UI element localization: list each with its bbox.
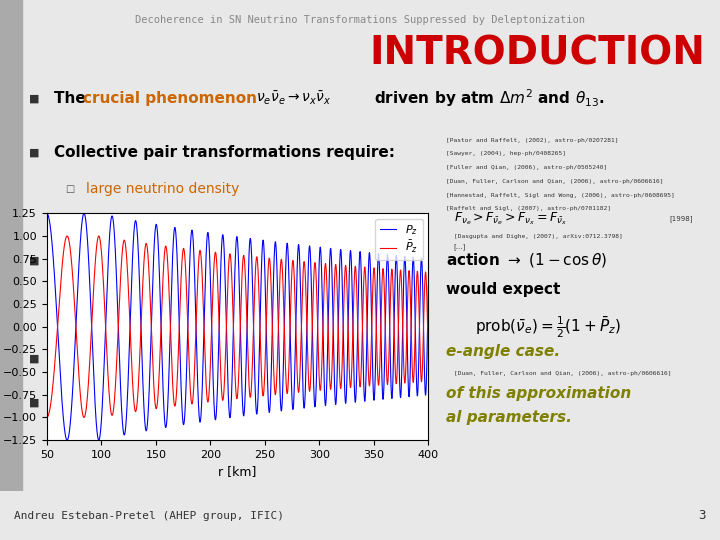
Text: large neutrino density: large neutrino density bbox=[86, 182, 240, 196]
$P_z$ bbox=[205, 258, 214, 264]
Text: ■: ■ bbox=[29, 354, 40, 364]
$\bar{P}_z$ bbox=[417, 375, 426, 382]
Text: INTRODUCTION: INTRODUCTION bbox=[370, 35, 706, 72]
Text: al parameters.: al parameters. bbox=[446, 410, 572, 425]
$\bar{P}_z$ bbox=[42, 414, 51, 421]
Text: [Sawyer, (2004), hep-ph/0408265]: [Sawyer, (2004), hep-ph/0408265] bbox=[446, 151, 567, 157]
$\bar{P}_z$ bbox=[205, 376, 214, 383]
Text: $\mathrm{prob}(\bar{\nu}_e) = \frac{1}{2}(1 + \bar{P}_z)$: $\mathrm{prob}(\bar{\nu}_e) = \frac{1}{2… bbox=[475, 314, 621, 340]
Text: [Duan, Fuller, Carlson and Qian, (2006), astro-ph/0606616]: [Duan, Fuller, Carlson and Qian, (2006),… bbox=[446, 179, 664, 184]
Text: Collective pair transformations require:: Collective pair transformations require: bbox=[54, 145, 395, 160]
Text: □: □ bbox=[65, 184, 74, 194]
$\bar{P}_z$ bbox=[86, 346, 95, 352]
Text: [1998]: [1998] bbox=[670, 215, 693, 222]
Text: ■: ■ bbox=[29, 93, 40, 103]
$\bar{P}_z$ bbox=[63, 233, 71, 239]
Text: $F_{\nu_e} > F_{\bar{\nu}_e} > F_{\nu_x} = F_{\bar{\nu}_x}$: $F_{\nu_e} > F_{\bar{\nu}_e} > F_{\nu_x}… bbox=[454, 211, 567, 227]
$P_z$ bbox=[417, 259, 426, 265]
Text: e-angle case.: e-angle case. bbox=[446, 344, 561, 359]
$P_z$ bbox=[42, 210, 51, 217]
Text: 3: 3 bbox=[698, 509, 706, 522]
$P_z$ bbox=[109, 217, 117, 223]
$\bar{P}_z$ bbox=[424, 356, 433, 362]
Line: $P_z$: $P_z$ bbox=[47, 213, 428, 440]
Text: ■: ■ bbox=[29, 147, 40, 157]
$\bar{P}_z$ bbox=[376, 357, 384, 364]
Text: [Fuller and Qian, (2006), astro-ph/0505240]: [Fuller and Qian, (2006), astro-ph/05052… bbox=[446, 165, 608, 170]
Text: driven by atm $\Delta m^2$ and $\theta_{13}$.: driven by atm $\Delta m^2$ and $\theta_{… bbox=[374, 87, 605, 109]
$\bar{P}_z$ bbox=[189, 392, 197, 398]
$P_z$ bbox=[63, 437, 71, 443]
Text: [Pastor and Raffelt, (2002), astro-ph/0207281]: [Pastor and Raffelt, (2002), astro-ph/02… bbox=[446, 138, 619, 143]
Text: [Dasgupta and Dighe, (2007), arXiv:0712.3798]: [Dasgupta and Dighe, (2007), arXiv:0712.… bbox=[454, 234, 622, 239]
Text: crucial phenomenon: crucial phenomenon bbox=[83, 91, 257, 106]
Text: Andreu Esteban-Pretel (AHEP group, IFIC): Andreu Esteban-Pretel (AHEP group, IFIC) bbox=[14, 511, 284, 521]
Text: The: The bbox=[54, 91, 91, 106]
Text: [Duan, Fuller, Carlson and Qian, (2006), astro-ph/0606616]: [Duan, Fuller, Carlson and Qian, (2006),… bbox=[454, 371, 671, 376]
Text: of this approximation: of this approximation bbox=[446, 386, 631, 401]
Text: would expect: would expect bbox=[446, 282, 561, 298]
Text: $\nu_e\bar{\nu}_e \rightarrow \nu_x\bar{\nu}_x$: $\nu_e\bar{\nu}_e \rightarrow \nu_x\bar{… bbox=[256, 90, 330, 107]
Text: [...]: [...] bbox=[454, 244, 466, 250]
Text: ■: ■ bbox=[29, 398, 40, 408]
$P_z$ bbox=[424, 282, 433, 289]
Text: ■: ■ bbox=[29, 255, 40, 266]
Text: action $\rightarrow$ $(1 - \cos\theta)$: action $\rightarrow$ $(1 - \cos\theta)$ bbox=[446, 252, 608, 269]
Text: [Hannestad, Raffelt, Sigl and Wong, (2006), astro-ph/0608695]: [Hannestad, Raffelt, Sigl and Wong, (200… bbox=[446, 193, 675, 198]
$P_z$ bbox=[376, 281, 384, 288]
Text: [Raffelt and Sigl, (2007), astro-ph/0701182]: [Raffelt and Sigl, (2007), astro-ph/0701… bbox=[446, 206, 611, 211]
Legend: $P_z$, $\bar{P}_z$: $P_z$, $\bar{P}_z$ bbox=[375, 219, 423, 260]
Text: Decoherence in SN Neutrino Transformations Suppressed by Deleptonization: Decoherence in SN Neutrino Transformatio… bbox=[135, 15, 585, 25]
$P_z$ bbox=[86, 296, 95, 302]
$\bar{P}_z$ bbox=[109, 409, 117, 416]
Line: $\bar{P}_z$: $\bar{P}_z$ bbox=[47, 236, 428, 417]
Bar bbox=[0, 0, 22, 491]
$P_z$ bbox=[189, 239, 197, 245]
X-axis label: r [km]: r [km] bbox=[218, 465, 257, 478]
